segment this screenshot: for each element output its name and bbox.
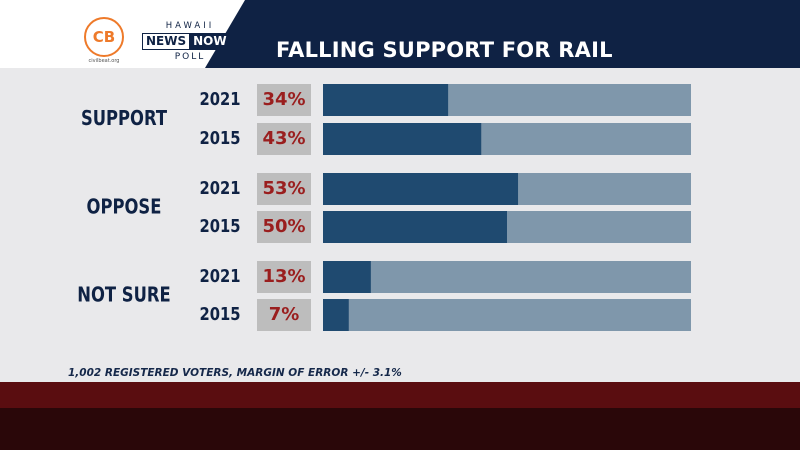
value-label: 34% <box>262 89 305 110</box>
hawaii-label: HAWAII <box>165 21 215 31</box>
chart-panel: SUPPORT 2021 34% 2015 43% OPPOSE 2021 53% 2015 50… <box>0 68 800 382</box>
bar-track <box>323 261 691 293</box>
bar <box>323 173 519 205</box>
bar-track <box>323 299 691 331</box>
bar-chart: SUPPORT 2021 34% 2015 43% OPPOSE 2021 53% 2015 50… <box>77 84 691 331</box>
bottom-red-band <box>0 382 800 408</box>
year-label: 2015 <box>199 216 240 237</box>
news-label: NEWS <box>143 34 190 49</box>
year-label: 2015 <box>199 128 240 149</box>
cb-logo-text: CB <box>92 28 116 46</box>
poll-label: POLL <box>174 52 206 62</box>
value-box <box>257 173 311 205</box>
value-label: 50% <box>262 216 305 237</box>
bar <box>323 84 449 116</box>
header-navy-band <box>205 0 800 68</box>
bar <box>323 211 507 243</box>
year-label: 2015 <box>199 304 240 325</box>
cb-site-label: civilbeat.org <box>88 58 120 64</box>
value-box <box>257 84 311 116</box>
news-now-logo: NEWS NOW <box>142 33 232 50</box>
group-label: SUPPORT <box>81 107 168 130</box>
year-label: 2021 <box>199 266 240 287</box>
footnote: 1,002 REGISTERED VOTERS, MARGIN OF ERROR… <box>68 367 402 379</box>
year-label: 2021 <box>199 89 240 110</box>
value-label: 43% <box>262 128 305 149</box>
chart-title: FALLING SUPPORT FOR RAIL <box>276 38 613 62</box>
value-box <box>257 123 311 155</box>
bottom-dark-band <box>0 408 800 450</box>
bar <box>323 299 349 331</box>
bar <box>323 123 482 155</box>
value-box <box>257 261 311 293</box>
civil-beat-logo: CB <box>84 17 124 57</box>
year-label: 2021 <box>199 178 240 199</box>
value-label: 53% <box>262 178 305 199</box>
value-box <box>257 211 311 243</box>
group-label: NOT SURE <box>77 284 170 307</box>
value-label: 7% <box>269 304 300 325</box>
now-label: NOW <box>189 34 231 49</box>
value-label: 13% <box>262 266 305 287</box>
group-label: OPPOSE <box>87 196 162 219</box>
value-box <box>257 299 311 331</box>
bar <box>323 261 371 293</box>
